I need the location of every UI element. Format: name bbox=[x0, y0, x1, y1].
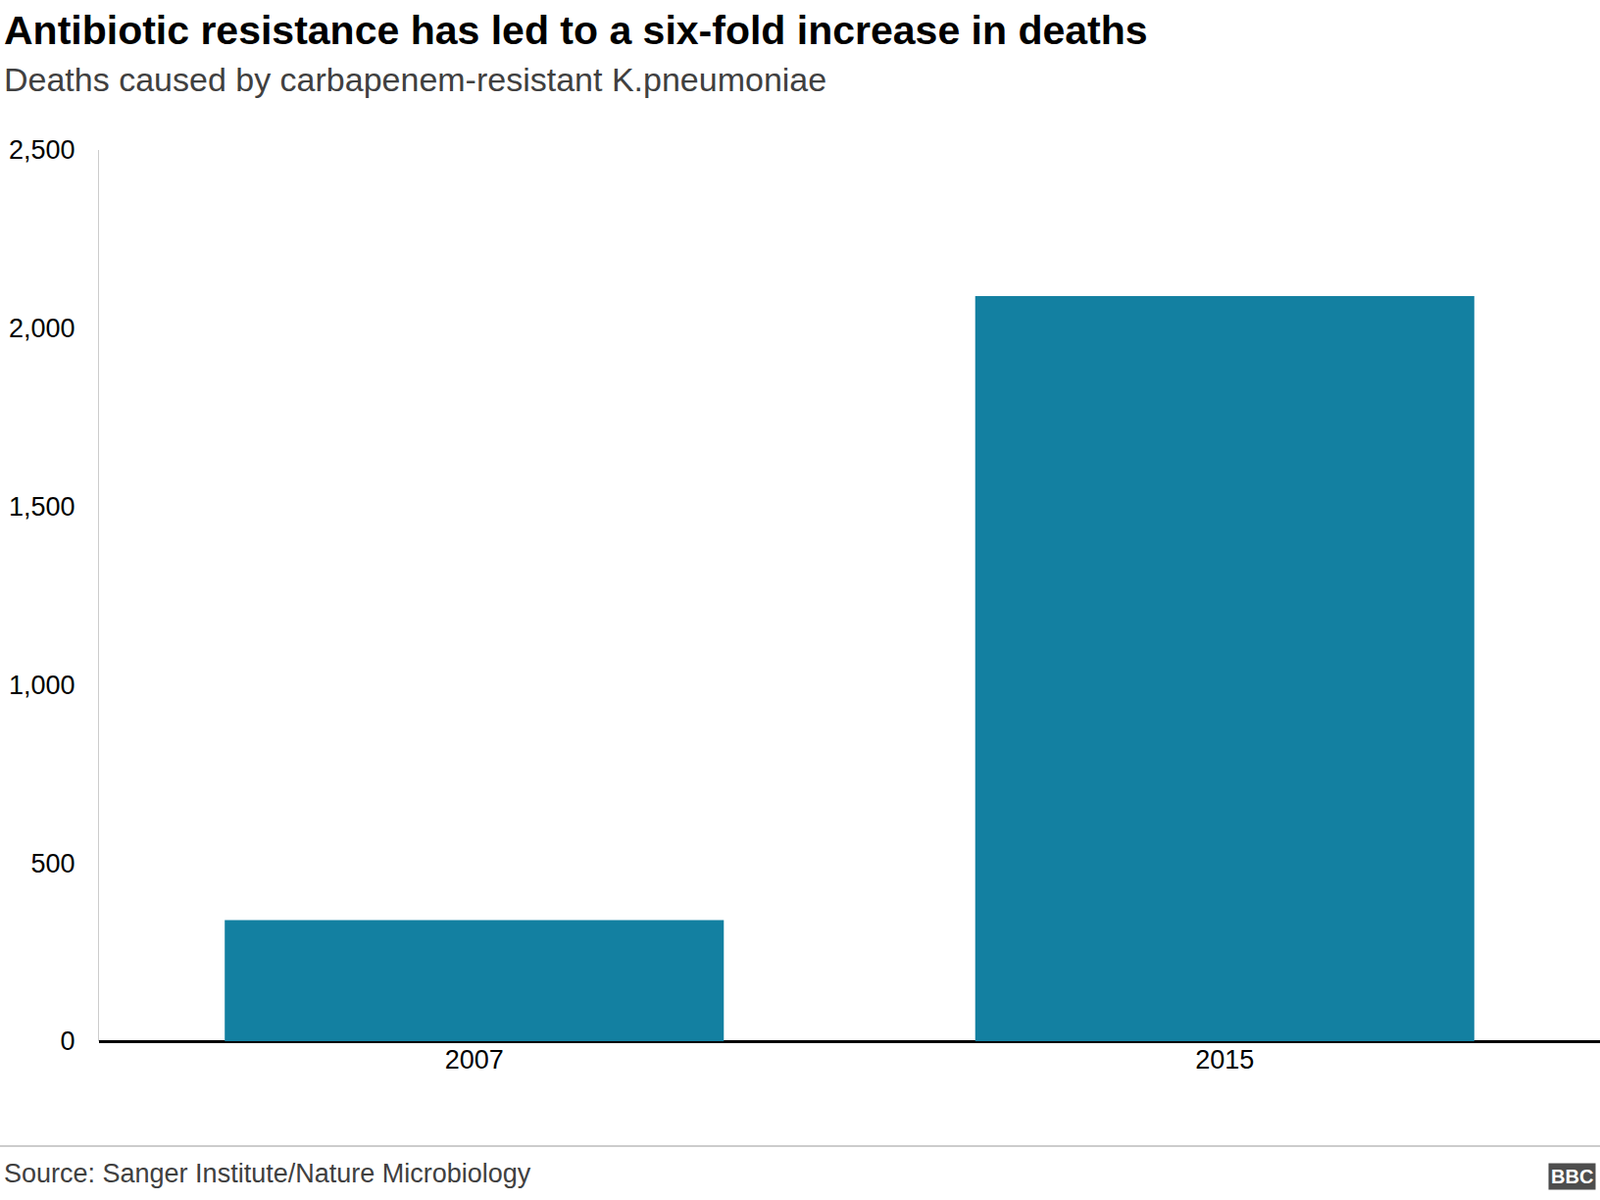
svg-text:1,000: 1,000 bbox=[8, 670, 76, 700]
svg-text:2015: 2015 bbox=[1195, 1045, 1254, 1075]
svg-text:Antibiotic resistance has led: Antibiotic resistance has led to a six-f… bbox=[3, 7, 1149, 53]
svg-text:2,000: 2,000 bbox=[8, 313, 76, 344]
svg-text:Source: Sanger Institute/Natur: Source: Sanger Institute/Nature Microbio… bbox=[3, 1158, 532, 1189]
svg-text:BBC: BBC bbox=[1550, 1165, 1594, 1188]
svg-text:1,500: 1,500 bbox=[8, 492, 76, 522]
svg-text:0: 0 bbox=[60, 1026, 76, 1056]
svg-text:500: 500 bbox=[31, 849, 76, 879]
svg-text:Deaths caused by carbapenem-re: Deaths caused by carbapenem-resistant K.… bbox=[3, 60, 827, 99]
svg-text:2007: 2007 bbox=[445, 1045, 504, 1075]
svg-text:2,500: 2,500 bbox=[8, 135, 76, 165]
